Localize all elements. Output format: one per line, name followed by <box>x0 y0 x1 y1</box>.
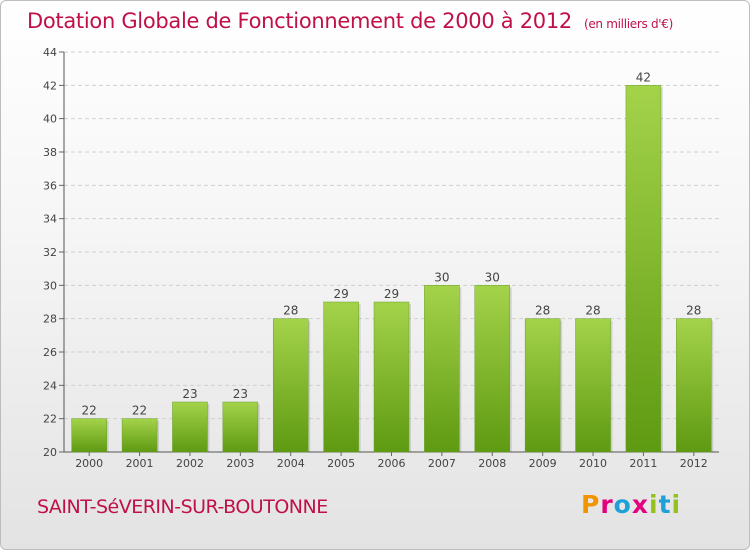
x-tick-label: 2010 <box>579 457 607 470</box>
x-tick-label: 2005 <box>327 457 355 470</box>
bar-value-label: 30 <box>485 270 500 284</box>
y-tick-label: 42 <box>43 79 57 92</box>
y-tick-label: 36 <box>43 179 57 192</box>
bar-2009 <box>524 318 561 453</box>
bar-value-label: 28 <box>535 304 550 318</box>
unit-label: (en milliers d'€) <box>583 17 673 31</box>
y-tick-label: 40 <box>43 113 57 126</box>
logo-letter: r <box>600 490 614 519</box>
x-tick-label: 2007 <box>428 457 456 470</box>
bar-2004 <box>272 318 309 453</box>
logo-letter: t <box>658 490 672 519</box>
commune-name: SAINT-SéVERIN-SUR-BOUTONNE <box>37 496 328 518</box>
chart-title: Dotation Globale de Fonctionnement de 20… <box>27 9 673 33</box>
x-tick-label: 2006 <box>378 457 406 470</box>
y-tick-label: 44 <box>43 46 57 59</box>
bar-2010 <box>575 318 611 453</box>
x-tick-label: 2012 <box>680 457 708 470</box>
bar-value-label: 22 <box>82 404 97 418</box>
x-tick-label: 2011 <box>629 457 657 470</box>
bar-value-label: 28 <box>283 304 298 318</box>
bar-value-label: 23 <box>233 387 248 401</box>
bar-value-label: 42 <box>636 70 651 84</box>
logo-letter: P <box>581 490 601 519</box>
bar-2011 <box>625 85 662 453</box>
bar-2001 <box>121 418 158 453</box>
x-tick-label: 2001 <box>126 457 154 470</box>
bar-value-label: 22 <box>132 404 147 418</box>
proxiti-logo: Proxiti <box>581 490 681 519</box>
x-tick-label: 2009 <box>529 457 557 470</box>
y-tick-label: 34 <box>43 213 57 226</box>
y-tick-label: 20 <box>43 446 57 459</box>
y-tick-label: 22 <box>43 413 57 426</box>
bar-2007 <box>424 285 460 453</box>
bar-2005 <box>323 301 359 453</box>
logo-letter: x <box>631 490 649 519</box>
bar-value-label: 30 <box>434 270 449 284</box>
x-tick-label: 2003 <box>226 457 254 470</box>
x-tick-label: 2004 <box>277 457 305 470</box>
x-tick-label: 2000 <box>75 457 103 470</box>
bar-value-label: 28 <box>686 304 701 318</box>
chart-title-text: Dotation Globale de Fonctionnement de 20… <box>27 9 572 33</box>
x-tick-label: 2002 <box>176 457 204 470</box>
bar-2008 <box>474 285 511 453</box>
x-tick-label: 2008 <box>478 457 506 470</box>
bar-2003 <box>222 401 259 453</box>
bar-value-label: 23 <box>182 387 197 401</box>
bar-2002 <box>172 401 208 453</box>
y-tick-label: 24 <box>43 379 57 392</box>
bar-value-label: 29 <box>333 287 348 301</box>
bar-2006 <box>373 301 410 453</box>
logo-letter: i <box>671 490 682 519</box>
bar-2012 <box>676 318 712 453</box>
bar-value-label: 29 <box>384 287 399 301</box>
logo-letter: i <box>649 490 659 519</box>
y-tick-label: 30 <box>43 279 57 292</box>
y-tick-label: 38 <box>43 146 57 159</box>
bar-value-label: 28 <box>585 304 600 318</box>
y-tick-label: 28 <box>43 313 57 326</box>
bar-2000 <box>71 418 107 453</box>
logo-letter: o <box>613 490 632 519</box>
y-tick-label: 32 <box>43 246 57 259</box>
y-tick-label: 26 <box>43 346 57 359</box>
